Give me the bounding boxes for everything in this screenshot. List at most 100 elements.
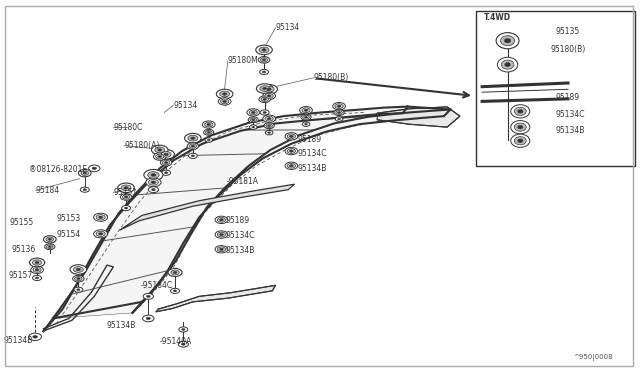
Circle shape <box>148 179 158 185</box>
Ellipse shape <box>497 57 518 72</box>
Circle shape <box>158 150 174 159</box>
Circle shape <box>33 267 41 272</box>
Circle shape <box>220 234 223 235</box>
Circle shape <box>164 172 168 174</box>
Ellipse shape <box>515 137 526 145</box>
Ellipse shape <box>515 107 526 115</box>
Circle shape <box>124 187 128 189</box>
Text: 95135: 95135 <box>556 27 579 36</box>
Circle shape <box>252 126 255 128</box>
Circle shape <box>46 237 54 241</box>
Polygon shape <box>156 285 275 312</box>
Circle shape <box>220 248 223 250</box>
Circle shape <box>333 103 346 110</box>
Circle shape <box>252 119 255 121</box>
Circle shape <box>223 100 227 103</box>
Text: 95151: 95151 <box>113 188 138 197</box>
Circle shape <box>161 159 172 166</box>
Text: 95134B-: 95134B- <box>3 336 35 345</box>
Circle shape <box>215 246 228 253</box>
Circle shape <box>191 137 195 140</box>
Circle shape <box>338 118 340 120</box>
Circle shape <box>155 147 164 153</box>
Circle shape <box>152 189 156 191</box>
Circle shape <box>265 93 273 98</box>
Text: 95134B: 95134B <box>226 246 255 255</box>
Polygon shape <box>377 107 460 127</box>
Circle shape <box>76 268 81 271</box>
Circle shape <box>215 216 228 224</box>
Text: 95153: 95153 <box>56 214 81 222</box>
Circle shape <box>179 327 188 332</box>
Polygon shape <box>53 106 444 318</box>
Circle shape <box>35 277 39 279</box>
Text: 95134: 95134 <box>173 100 198 110</box>
Circle shape <box>96 231 105 237</box>
Circle shape <box>218 247 225 252</box>
Circle shape <box>220 91 230 97</box>
Circle shape <box>259 57 270 63</box>
Circle shape <box>262 71 266 73</box>
Text: 95189: 95189 <box>226 217 250 225</box>
Circle shape <box>124 207 128 209</box>
Text: 95134C: 95134C <box>556 110 585 119</box>
Text: 95134C: 95134C <box>298 150 327 158</box>
Text: 95134B: 95134B <box>107 321 136 330</box>
Circle shape <box>263 98 266 100</box>
Circle shape <box>48 238 51 240</box>
Circle shape <box>147 295 150 298</box>
Circle shape <box>259 96 271 103</box>
Circle shape <box>88 165 100 171</box>
Circle shape <box>250 125 257 129</box>
Circle shape <box>164 162 168 164</box>
Circle shape <box>35 269 39 271</box>
Circle shape <box>181 343 185 345</box>
Circle shape <box>178 341 188 347</box>
Circle shape <box>171 288 179 294</box>
Circle shape <box>287 163 296 168</box>
Circle shape <box>260 110 269 115</box>
Circle shape <box>122 195 130 199</box>
Circle shape <box>143 315 154 322</box>
Circle shape <box>164 153 168 155</box>
Text: -95181A: -95181A <box>227 177 259 186</box>
Ellipse shape <box>511 121 530 134</box>
Circle shape <box>268 95 271 97</box>
Circle shape <box>303 115 309 119</box>
Circle shape <box>154 153 166 160</box>
Circle shape <box>305 124 307 125</box>
Circle shape <box>220 219 223 221</box>
Circle shape <box>187 143 198 150</box>
Circle shape <box>191 155 195 157</box>
Circle shape <box>335 117 343 121</box>
Circle shape <box>223 93 227 95</box>
Text: 95189: 95189 <box>556 93 579 102</box>
Text: 95134B: 95134B <box>298 164 327 173</box>
Ellipse shape <box>518 125 523 129</box>
Ellipse shape <box>500 36 515 46</box>
Text: 95189: 95189 <box>298 135 322 144</box>
Circle shape <box>266 124 273 128</box>
Text: 95180(B): 95180(B) <box>314 73 349 82</box>
Circle shape <box>157 149 162 151</box>
Circle shape <box>250 118 257 122</box>
Circle shape <box>218 218 225 222</box>
Circle shape <box>184 134 201 143</box>
Circle shape <box>260 70 269 74</box>
Circle shape <box>92 167 97 170</box>
Circle shape <box>188 153 197 158</box>
Circle shape <box>205 130 212 134</box>
Circle shape <box>99 216 103 218</box>
Circle shape <box>83 189 86 191</box>
Circle shape <box>261 84 277 94</box>
Circle shape <box>249 110 257 115</box>
Circle shape <box>80 187 89 192</box>
Circle shape <box>221 99 228 104</box>
Circle shape <box>162 170 171 175</box>
Circle shape <box>171 270 179 275</box>
Circle shape <box>99 232 103 235</box>
Circle shape <box>285 147 298 155</box>
Text: 95184: 95184 <box>36 186 60 195</box>
Text: ^950|0008: ^950|0008 <box>573 354 612 361</box>
Circle shape <box>335 104 343 109</box>
